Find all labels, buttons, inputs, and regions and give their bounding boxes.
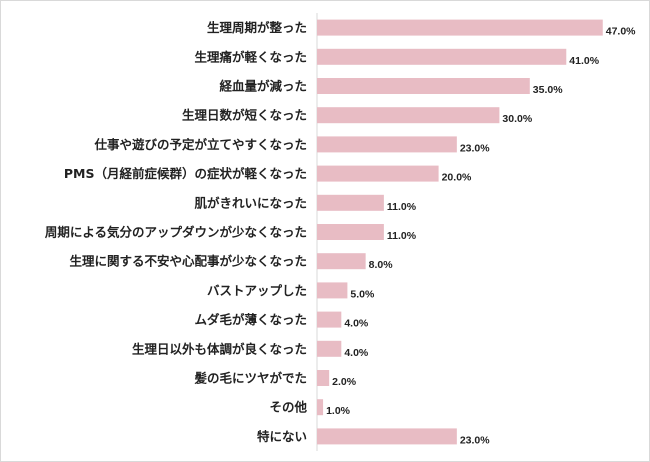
value-label: 4.0% [344, 347, 369, 359]
category-label: 生理に関する不安や心配事が少なくなった [69, 254, 307, 269]
value-label: 20.0% [442, 172, 472, 184]
bar [317, 194, 384, 211]
category-label: 生理日数が短くなった [182, 108, 307, 123]
value-label: 4.0% [344, 318, 369, 330]
value-label: 35.0% [533, 84, 563, 96]
bar [317, 107, 500, 124]
category-label: その他 [269, 400, 307, 415]
bar [317, 253, 366, 270]
category-label: ムダ毛が薄くなった [194, 312, 307, 327]
bar [317, 282, 348, 299]
bar [317, 311, 342, 328]
bar [317, 136, 457, 153]
category-label: 生理周期が整った [207, 20, 307, 35]
value-label: 41.0% [569, 55, 599, 67]
bar [317, 165, 439, 182]
value-label: 11.0% [387, 201, 417, 213]
value-label: 23.0% [460, 142, 490, 154]
bar [317, 370, 330, 386]
value-label: 5.0% [350, 288, 375, 300]
bar [317, 48, 567, 65]
category-label: PMS（月経前症候群）の症状が軽くなった [64, 166, 307, 181]
bar [317, 224, 384, 240]
bar [317, 340, 342, 357]
category-label: 仕事や遊びの予定が立てやすくなった [93, 137, 307, 152]
value-label: 2.0% [332, 376, 357, 388]
value-label: 23.0% [460, 434, 490, 446]
category-label: 生理痛が軽くなった [194, 49, 307, 64]
bar [317, 428, 457, 445]
value-label: 1.0% [326, 405, 351, 417]
category-label: バストアップした [207, 283, 307, 298]
category-label: 生理日以外も体調が良くなった [132, 341, 307, 356]
value-label: 30.0% [502, 113, 532, 125]
value-label: 8.0% [369, 259, 394, 271]
value-label: 11.0% [387, 230, 417, 242]
category-label: 周期による気分のアップダウンが少なくなった [45, 225, 307, 240]
bar [317, 19, 603, 36]
bar [317, 399, 324, 416]
value-label: 47.0% [606, 26, 636, 38]
category-label: 髪の毛にツヤがでた [193, 371, 307, 386]
category-label: 経血量が減った [219, 79, 307, 94]
category-label: 特にない [257, 429, 307, 444]
category-label: 肌がきれいになった [193, 195, 307, 210]
bars-group: 生理周期が整った 47.0% 生理痛が軽くなった 41.0% 経血量が減った 35.0% 生… [45, 19, 636, 446]
bar [317, 78, 530, 94]
